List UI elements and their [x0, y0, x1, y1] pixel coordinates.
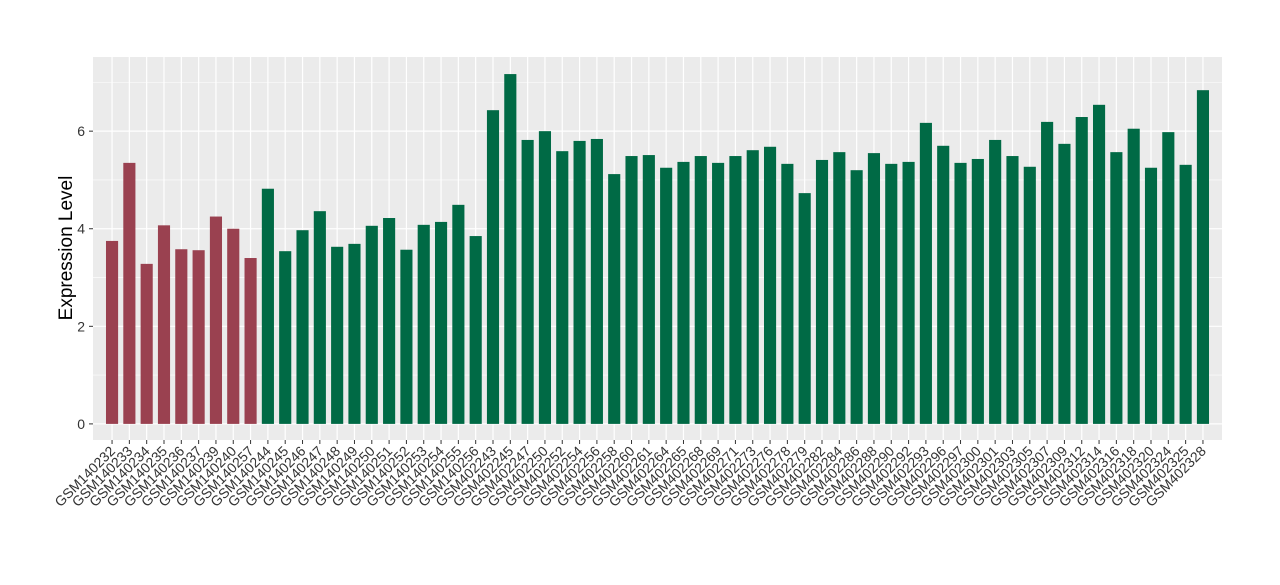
bar [729, 156, 742, 424]
bar [660, 167, 673, 424]
bar [192, 250, 205, 424]
bar [885, 163, 898, 424]
bar [1058, 143, 1071, 424]
bar [105, 240, 119, 424]
bar [590, 138, 603, 424]
bar [1092, 104, 1106, 424]
bar [331, 246, 344, 424]
bar [1196, 90, 1210, 424]
bar [1006, 156, 1019, 424]
bar [261, 188, 274, 424]
y-tick-label: 0 [77, 416, 85, 432]
bar [504, 74, 517, 424]
bar [1075, 117, 1088, 424]
bar [313, 211, 326, 424]
bar [937, 145, 950, 424]
bar [1162, 132, 1175, 424]
bar [1179, 164, 1192, 424]
bar [746, 150, 759, 424]
bar [573, 140, 586, 424]
bar [157, 225, 171, 424]
bar [365, 225, 378, 424]
bar [954, 162, 967, 424]
bar [452, 204, 465, 424]
bar [538, 131, 552, 424]
y-tick-label: 2 [77, 318, 85, 334]
bar [902, 161, 915, 424]
bar [1041, 121, 1054, 424]
bar [833, 152, 846, 424]
bar [1127, 128, 1140, 424]
bar [642, 155, 655, 424]
bar [1144, 167, 1158, 424]
bar [781, 163, 794, 424]
bar [1023, 166, 1036, 424]
bar [383, 218, 396, 424]
bar [677, 161, 690, 424]
bar [694, 156, 707, 424]
bar [867, 153, 881, 424]
bar [815, 159, 829, 424]
bar [556, 151, 569, 424]
y-axis-label: Expression Level [56, 176, 77, 321]
bar [279, 251, 292, 424]
bar [417, 224, 430, 424]
bar [486, 110, 500, 424]
bar [175, 249, 188, 424]
bar [989, 139, 1002, 424]
bar [919, 122, 932, 424]
bar [400, 249, 413, 424]
bar [348, 243, 361, 424]
bar [763, 146, 777, 424]
bar [850, 170, 863, 424]
bar [209, 216, 223, 424]
bar [625, 156, 638, 424]
y-tick-label: 4 [77, 221, 85, 237]
bar [227, 228, 240, 424]
bar [1110, 152, 1123, 424]
bar [244, 258, 257, 424]
bar [140, 263, 153, 424]
bar [712, 162, 725, 424]
bar [123, 162, 136, 424]
bar [434, 221, 448, 424]
bar [469, 236, 482, 424]
y-tick-label: 6 [77, 123, 85, 139]
bar [296, 230, 309, 424]
bar [608, 174, 621, 424]
bar [971, 158, 984, 424]
bar [521, 139, 534, 424]
bar [798, 193, 811, 424]
